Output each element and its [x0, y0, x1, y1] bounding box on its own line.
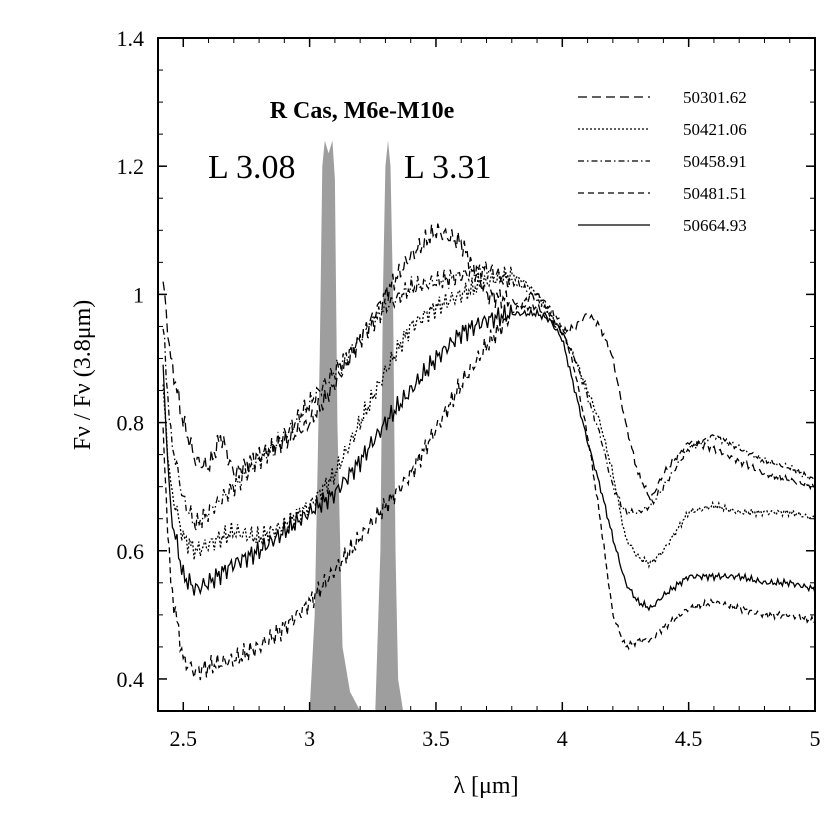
legend-label: 50301.62	[683, 88, 747, 107]
x-tick-label: 3.5	[422, 726, 450, 751]
x-tick-label: 2.5	[170, 726, 198, 751]
y-axis-title: Fν / Fν (3.8μm)	[70, 300, 96, 451]
x-axis-title: λ [μm]	[453, 773, 518, 799]
series-line-50664-93	[162, 304, 816, 612]
y-tick-label: 0.8	[117, 411, 145, 436]
series-layer	[162, 223, 816, 681]
filter-bandpass-layer	[309, 140, 404, 712]
y-tick-label: 1.2	[117, 154, 145, 179]
filter-band-0	[309, 140, 361, 712]
legend: 50301.62 50421.06 50458.91 50481.51 50664.93	[578, 88, 747, 235]
filter-label-l308: L 3.08	[208, 149, 296, 186]
y-tick-label: 1	[133, 282, 144, 307]
legend-label: 50664.93	[683, 216, 747, 235]
series-line-50481-51	[162, 292, 816, 681]
x-tick-label: 4	[557, 726, 568, 751]
chart-title: R Cas, M6e-M10e	[270, 98, 455, 124]
series-line-50458-91	[162, 260, 816, 532]
axis-ticks: 2.5 3 3.5 4 4.5 5 0.4 0.6 0.8 1 1.2 1.4	[117, 26, 821, 751]
filter-band-1	[375, 140, 404, 712]
legend-label: 50421.06	[683, 120, 747, 139]
x-tick-label: 4.5	[675, 726, 703, 751]
y-tick-label: 0.6	[117, 539, 145, 564]
y-tick-label: 0.4	[117, 667, 145, 692]
legend-label: 50458.91	[683, 152, 747, 171]
y-tick-label: 1.4	[117, 26, 145, 51]
x-tick-label: 5	[810, 726, 821, 751]
series-line-50301-62	[162, 223, 816, 503]
x-tick-label: 3	[304, 726, 315, 751]
filter-label-l331: L 3.31	[404, 149, 492, 186]
series-line-50421-06	[162, 266, 816, 569]
legend-label: 50481.51	[683, 184, 747, 203]
